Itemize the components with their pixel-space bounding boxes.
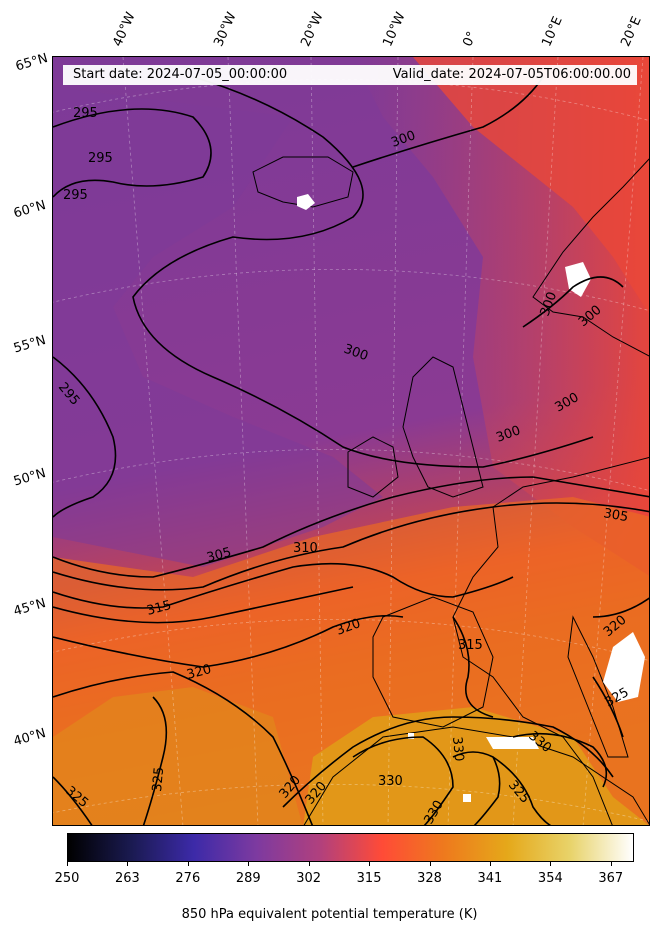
colorbar-tick	[248, 862, 250, 866]
map-panel: 295 295 295 295 300 300 300 300 300 300 …	[52, 56, 650, 826]
lon-label-20e: 20°E	[618, 14, 645, 50]
clabel-25: 330	[378, 774, 403, 789]
colorbar-tick-label: 341	[477, 871, 503, 886]
clabel-11: 305	[205, 545, 233, 566]
clabel-21: 325	[150, 766, 167, 792]
contour-315-sw	[53, 586, 354, 624]
lon-label-10e: 10°E	[539, 14, 566, 50]
contour-330-c	[512, 732, 608, 788]
graticule	[53, 57, 649, 825]
colorbar-tick	[127, 862, 129, 866]
coast-britain	[402, 356, 484, 498]
lat-label-40n: 40°N	[12, 725, 48, 750]
colorbar-tick-label: 289	[235, 871, 261, 886]
colorbar-tick-label: 276	[175, 871, 201, 886]
colorbar-tick-label: 367	[598, 871, 624, 886]
clabel-13: 310	[293, 541, 318, 556]
field-gold-southwest	[53, 687, 303, 825]
lon-label-10w: 10°W	[380, 10, 409, 50]
contour-325-east	[592, 676, 624, 738]
date-info-background	[63, 65, 637, 85]
lat-label-45n: 45°N	[12, 595, 48, 620]
colorbar-tick	[308, 862, 310, 866]
clabel-15: 315	[458, 638, 483, 653]
contour-300-main	[132, 76, 594, 468]
coast-africa	[303, 726, 649, 825]
field-cold-west	[53, 87, 383, 567]
clabel-12: 305	[602, 506, 629, 525]
colorbar-tick-label: 263	[114, 871, 140, 886]
coast-iceland	[252, 156, 354, 208]
colorbar-tick	[369, 862, 371, 866]
contour-300-norway	[522, 276, 624, 328]
lon-label-40w: 40°W	[110, 10, 139, 50]
date-info-bar: Start date: 2024-07-05_00:00:00 Valid_da…	[53, 65, 649, 87]
contour-320-east	[592, 597, 649, 618]
lat-label-60n: 60°N	[12, 197, 48, 222]
contour-305	[53, 476, 649, 578]
contour-325-med	[492, 756, 552, 825]
clabel-2: 295	[88, 151, 113, 166]
colorbar-tick	[429, 862, 431, 866]
colorbar	[67, 833, 634, 862]
contour-295-west	[53, 356, 117, 518]
colorbar-title: 850 hPa equivalent potential temperature…	[181, 907, 478, 922]
colorbar-tick	[489, 862, 491, 866]
contour-315	[53, 562, 514, 609]
contour-315-iberia	[452, 616, 494, 718]
lon-label-30w: 30°W	[211, 10, 240, 50]
lat-label-50n: 50°N	[12, 465, 48, 490]
valid-date-label: Valid_date: 2024-07-05T06:00:00.00	[392, 67, 631, 82]
colorbar-tick	[610, 862, 612, 866]
contour-320	[53, 614, 404, 668]
contour-310	[53, 502, 649, 591]
colorbar-tick-label: 302	[296, 871, 322, 886]
colorbar-tick	[67, 862, 68, 866]
colorbar-tick-label: 315	[356, 871, 382, 886]
clabel-14: 315	[145, 598, 173, 619]
field-red-north	[413, 57, 649, 314]
colorbar-tick-label: 328	[417, 871, 442, 886]
lat-label-55n: 55°N	[12, 332, 48, 357]
lat-label-65n: 65°N	[14, 50, 50, 75]
coast-italy	[567, 615, 629, 758]
clabel-3: 295	[63, 188, 88, 203]
coast-norway	[532, 158, 649, 357]
theta-e-map: 295 295 295 295 300 300 300 300 300 300 …	[53, 57, 649, 825]
lon-label-0: 0°	[460, 29, 481, 49]
contour-295-north	[53, 108, 212, 198]
contour-325-sw	[53, 776, 93, 825]
contour-330-b	[452, 751, 501, 825]
contour-320-south	[53, 671, 314, 825]
contour-330-a	[352, 736, 454, 825]
start-date-label: Start date: 2024-07-05_00:00:00	[73, 67, 288, 82]
contours	[53, 76, 649, 825]
colorbar-tick-label: 250	[54, 871, 80, 886]
colorbar-tick	[550, 862, 552, 866]
colorbar-tick	[187, 862, 189, 866]
contour-325-center	[142, 696, 168, 825]
colorbar-tick-label: 354	[537, 871, 563, 886]
clabel-26: 330	[449, 736, 466, 762]
clabel-17: 320	[185, 662, 213, 683]
contour-300-north	[352, 76, 544, 168]
lon-label-20w: 20°W	[298, 10, 327, 50]
coast-ireland	[347, 436, 399, 498]
clabel-1: 295	[73, 106, 98, 121]
contour-320-med	[282, 716, 614, 808]
